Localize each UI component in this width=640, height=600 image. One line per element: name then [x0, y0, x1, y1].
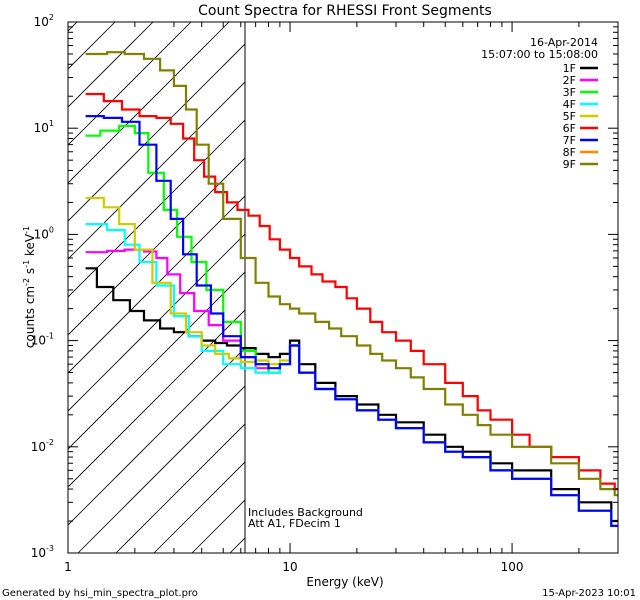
series-line-7f — [85, 115, 618, 527]
generated-by-footer: Generated by hsi_min_spectra_plot.pro — [2, 588, 198, 599]
hatch-line — [68, 22, 192, 146]
plot-frame — [67, 21, 619, 554]
hatch-line — [68, 43, 245, 222]
y-tick-label: 10-3 — [31, 544, 54, 560]
legend-date: 16-Apr-2014 — [530, 36, 598, 49]
x-tick-label: 100 — [501, 560, 524, 574]
hatch-line — [68, 309, 245, 488]
legend-label-1f: 1F — [563, 62, 576, 75]
x-tick-label: 1 — [64, 560, 72, 574]
series-line-2f — [85, 248, 618, 527]
hatch-line — [68, 22, 154, 108]
chart-title: Count Spectra for RHESSI Front Segments — [198, 3, 492, 19]
hatch-line — [68, 81, 245, 260]
hatch-line — [68, 119, 245, 298]
annotation-attenuator: Att A1, FDecim 1 — [248, 517, 341, 530]
legend-label-5f: 5F — [563, 110, 576, 123]
legend-label-2f: 2F — [563, 74, 576, 87]
timestamp-footer: 15-Apr-2023 10:01 — [542, 588, 636, 599]
hatch-line — [68, 271, 245, 450]
legend-label-8f: 8F — [563, 146, 576, 159]
hatch-line — [68, 22, 230, 184]
series-line-4f — [85, 223, 618, 527]
legend-time-range: 15:07:00 to 15:08:00 — [481, 48, 598, 61]
x-axis-label: Energy (keV) — [306, 575, 383, 589]
legend-label-3f: 3F — [563, 86, 576, 99]
series-line-1f — [85, 267, 618, 523]
series-line-5f — [85, 196, 618, 527]
y-tick-label: 101 — [34, 119, 54, 135]
hatch-line — [68, 195, 245, 374]
hatch-line — [68, 22, 78, 32]
y-tick-label: 100 — [34, 225, 54, 241]
hatch-line — [77, 385, 245, 553]
y-tick-label: 10-2 — [31, 438, 54, 454]
x-tick-label: 10 — [282, 560, 297, 574]
hatch-line — [115, 423, 245, 553]
legend-label-4f: 4F — [563, 98, 576, 111]
legend-label-7f: 7F — [563, 134, 576, 147]
y-tick-label: 102 — [34, 13, 54, 29]
series-line-9f — [85, 51, 618, 497]
annotation-background: Includes Background — [248, 506, 363, 519]
hatch-line — [68, 157, 245, 336]
y-tick-label: 10-1 — [31, 332, 54, 348]
hatch-line — [68, 347, 245, 526]
legend-label-6f: 6F — [563, 122, 576, 135]
series-line-6f — [85, 92, 618, 491]
legend-label-9f: 9F — [563, 158, 576, 171]
y-axis-label: counts cm-2 s-1 keV-1 — [22, 226, 37, 348]
